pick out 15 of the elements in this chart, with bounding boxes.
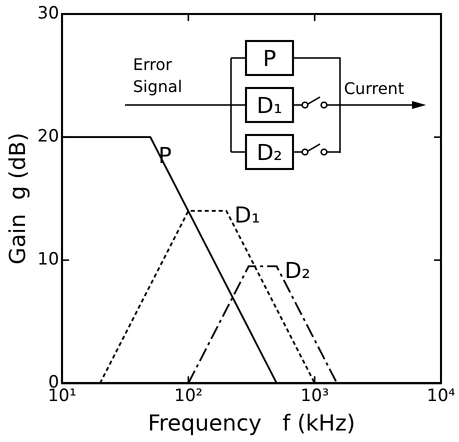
annotation: P (262, 47, 276, 72)
series-label: D₂ (284, 259, 310, 284)
x-axis-title: Frequency f (kHz) (148, 412, 356, 437)
series-label: D₁ (234, 204, 260, 229)
y-axis-title: Gain g (dB) (6, 132, 31, 264)
x-tick-label: 10² (174, 386, 203, 406)
annotation: D₂ (256, 141, 282, 166)
annotation: Error Signal (133, 55, 182, 96)
annotation: D₁ (256, 94, 282, 119)
annotation: Current (344, 79, 404, 98)
x-tick-label: 10³ (300, 386, 329, 406)
y-tick-label: 20 (37, 126, 60, 146)
x-tick-label: 10⁴ (426, 386, 456, 406)
y-tick-label: 30 (37, 3, 60, 24)
y-tick-label: 10 (37, 250, 60, 270)
